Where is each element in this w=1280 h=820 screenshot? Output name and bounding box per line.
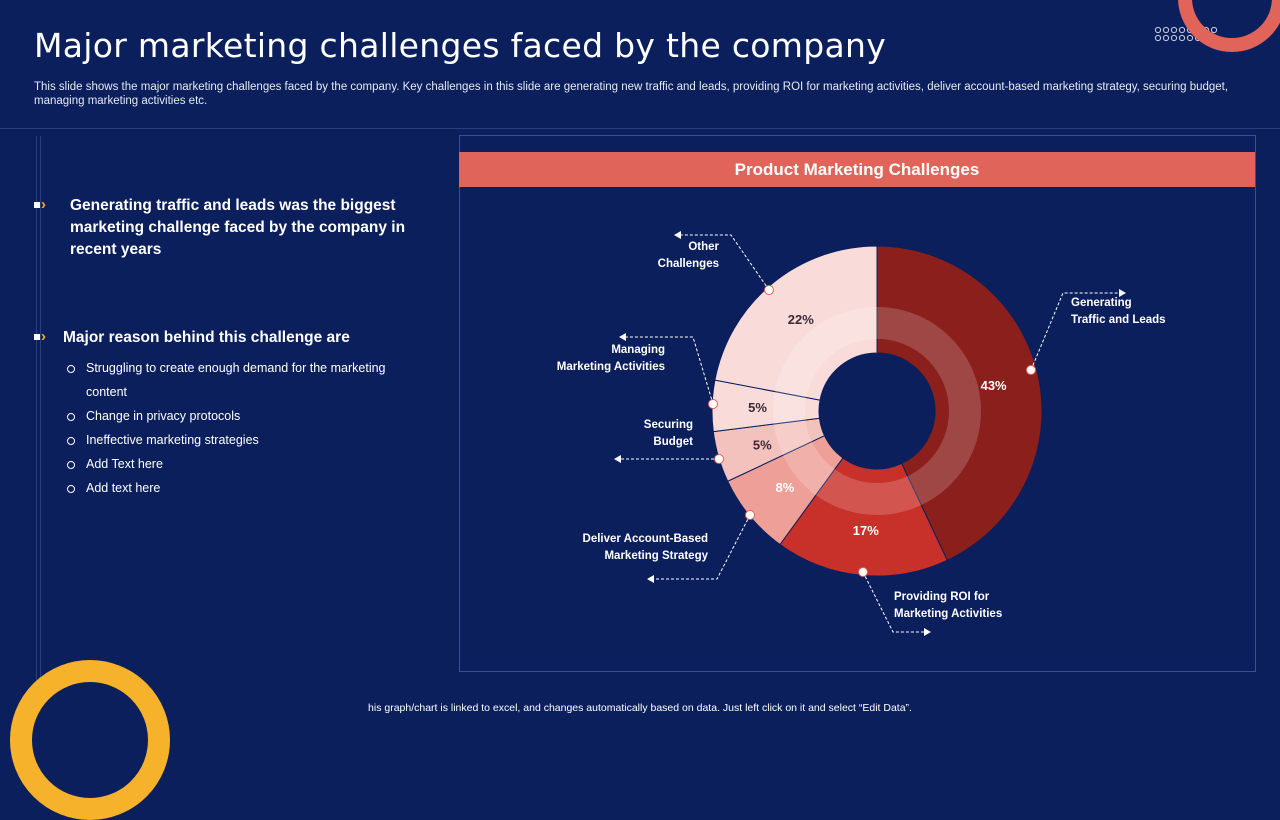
chart-title: Product Marketing Challenges [459,152,1255,187]
donut-chart: 43% 17% 8% 5% 5% 22% Generating Traffic and Lea… [557,231,1166,636]
page-title: Major marketing challenges faced by the … [34,26,887,65]
list-item: Ineffective marketing strategies [66,428,416,452]
donut-slice [876,245,1043,561]
data-label: 8% [776,480,795,495]
main-insight-text: Generating traffic and leads was the big… [70,197,406,258]
leader-dot [764,285,774,295]
page-subtitle: This slide shows the major marketing cha… [34,81,1229,107]
data-label: 22% [788,312,814,327]
left-rule [36,136,37,686]
header-divider [0,128,1280,129]
reason-heading: Major reason behind this challenge are [63,329,350,346]
list-item: Add Text here [66,452,416,476]
decorative-ring-top [1178,0,1280,52]
leader-line [862,571,931,636]
donut-slice [714,245,878,401]
list-item: Add text here [66,476,416,500]
leader-line [674,231,770,291]
category-label: Other Challenges [658,241,720,270]
list-item: Change in privacy protocols [66,404,416,428]
list-item: Struggling to create enough demand for t… [66,356,416,404]
category-label: Managing Marketing Activities [557,344,665,373]
category-label: Securing Budget [644,419,693,448]
data-label: 43% [981,378,1007,393]
leader-dot [714,454,724,464]
data-label: 5% [748,400,767,415]
decorative-ring-bottom [10,660,170,820]
leader-dot [858,567,868,577]
data-label: 17% [853,523,879,538]
leader-dot [745,510,755,520]
reason-list: Struggling to create enough demand for t… [66,356,416,500]
category-label: Providing ROI for Marketing Activities [894,591,1002,620]
bullet-arrow-icon: › [34,196,46,214]
leader-line [647,514,751,583]
leader-line [1030,289,1126,371]
leader-dot [1026,365,1036,375]
category-label: Deliver Account-Based Marketing Strategy [583,533,709,562]
leader-dot [708,399,718,409]
category-label: Generating Traffic and Leads [1071,297,1166,326]
chart-panel: 43% 17% 8% 5% 5% 22% Generating Traffic and Lea… [459,135,1256,672]
donut-inner-ring [773,307,981,515]
footer-note: his graph/chart is linked to excel, and … [368,702,912,714]
bullet-arrow-icon: › [34,328,46,346]
left-rule-2 [40,136,41,686]
data-label: 5% [753,437,772,452]
